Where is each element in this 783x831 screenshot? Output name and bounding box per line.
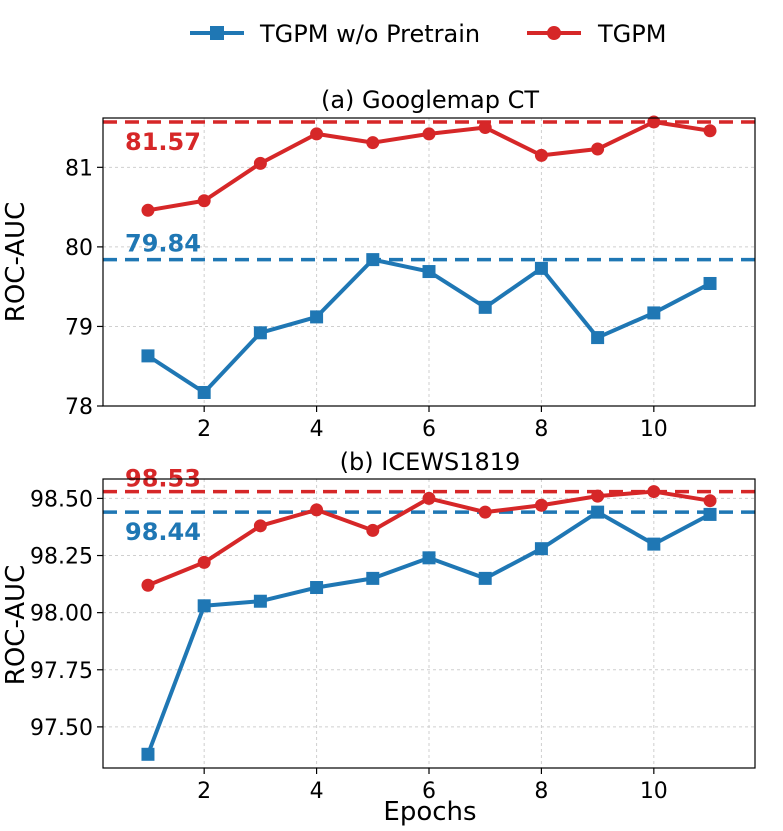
x-tick-label: 4 [310,779,324,804]
y-tick-label: 98.50 [30,487,93,512]
legend-label-wo-pretrain: TGPM w/o Pretrain [259,20,480,48]
panel-a-googlemap-ct: (a) Googlemap CT ROC-AUC 2 4 6 8 10 78 79 80 81 7… [1,86,756,442]
series-tgpm: 81.57 [103,115,755,217]
data-point-circle [422,127,436,141]
series-line [146,510,711,756]
axes: 2 4 6 8 10 97.50 97.75 98.00 98.25 98.50 [30,487,668,804]
legend-entry-tgpm: TGPM [527,20,666,48]
data-point-square [703,507,717,521]
y-tick-label: 97.75 [30,659,93,684]
best-value-label: 81.57 [125,128,201,156]
data-point-circle [647,115,661,129]
legend-entry-tgpm-wo-pretrain: TGPM w/o Pretrain [190,20,480,48]
data-point-square [591,331,605,345]
data-point-square [703,276,717,290]
data-point-circle [197,194,211,208]
panel-a-title: (a) Googlemap CT [321,86,539,114]
data-point-circle [534,498,548,512]
data-point-square [253,326,267,340]
data-point-circle [647,485,661,499]
data-point-circle [310,127,324,141]
data-point-circle [141,203,155,217]
data-point-square [310,310,324,324]
data-point-square [478,571,492,585]
data-point-circle [422,491,436,505]
x-tick-label: 2 [197,779,211,804]
y-tick-label: 78 [65,395,93,420]
series-tgpm-wo-pretrain: 98.44 [103,505,755,761]
x-tick-label: 2 [197,417,211,442]
axes: 2 4 6 8 10 78 79 80 81 [65,156,668,442]
y-tick-label: 80 [65,236,93,261]
data-point-circle [703,124,717,138]
data-point-square [366,571,380,585]
data-point-square [534,542,548,556]
plot-frame [102,117,756,407]
y-tick-label: 81 [65,156,93,181]
data-point-square [141,747,155,761]
panel-b-xlabel: Epochs [383,797,476,827]
y-tick-label: 98.00 [30,602,93,627]
best-value-label: 79.84 [125,230,201,258]
data-point-square [366,253,380,267]
data-point-square [197,599,211,613]
x-tick-label: 10 [640,779,668,804]
data-point-circle [703,494,717,508]
data-point-circle [591,142,605,156]
data-point-circle [197,555,211,569]
data-point-circle [253,519,267,533]
y-tick-label: 79 [65,315,93,340]
panel-b-ylabel: ROC-AUC [1,565,31,685]
data-point-circle [141,578,155,592]
data-point-square [478,300,492,314]
x-tick-label: 6 [422,779,436,804]
series-tgpm-wo-pretrain: 79.84 [103,230,755,399]
data-point-circle [366,523,380,537]
data-point-circle [478,121,492,135]
data-point-square [422,265,436,279]
panel-a-ylabel: ROC-AUC [1,202,31,322]
gridlines [103,118,755,407]
data-point-circle [478,505,492,519]
data-point-circle [591,489,605,503]
data-point-square [253,594,267,608]
legend-marker-square [210,26,224,40]
best-value-label: 98.44 [125,518,201,546]
legend-label-tgpm: TGPM [597,20,666,48]
data-point-square [197,385,211,399]
x-tick-label: 8 [534,417,548,442]
data-point-square [591,505,605,519]
panel-b-icews1819: (b) ICEWS1819 ROC-AUC Epochs 2 4 6 8 10 97.50… [1,448,756,827]
panel-b-title: (b) ICEWS1819 [340,448,521,476]
x-tick-label: 8 [534,779,548,804]
x-tick-label: 10 [640,417,668,442]
data-point-square [647,537,661,551]
data-point-square [647,306,661,320]
data-point-square [422,551,436,565]
plot-frame [102,478,756,769]
data-point-square [141,349,155,363]
legend: TGPM w/o Pretrain TGPM [190,20,666,48]
y-tick-label: 97.50 [30,716,93,741]
data-point-circle [310,503,324,517]
data-point-circle [534,148,548,162]
y-tick-label: 98.25 [30,545,93,570]
x-tick-label: 4 [310,417,324,442]
x-tick-label: 6 [422,417,436,442]
data-point-circle [366,136,380,150]
data-point-square [310,581,324,595]
data-point-circle [253,156,267,170]
legend-marker-circle [547,26,561,40]
data-point-square [534,261,548,275]
